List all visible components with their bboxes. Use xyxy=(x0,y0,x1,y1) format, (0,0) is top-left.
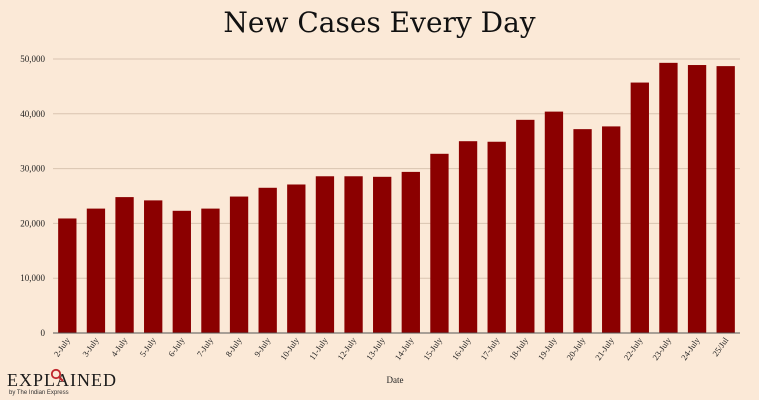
x-tick-label: 25/Jul xyxy=(710,335,730,358)
x-tick-label: 18-July xyxy=(507,335,530,362)
x-tick-label: 17-July xyxy=(479,335,502,362)
x-tick-label: 3-July xyxy=(80,335,101,359)
x-tick-label: 22-July xyxy=(622,335,645,362)
bar-3-july xyxy=(86,208,106,333)
bar-19-july xyxy=(544,111,564,333)
x-tick-label: 13-July xyxy=(364,335,387,362)
x-axis-ticks: 2-July 3-July 4-July 5-July 6-July 7-July 8-Ju… xyxy=(52,335,731,362)
y-tick-label: 10,000 xyxy=(20,273,45,283)
bar-24-july xyxy=(687,65,707,333)
x-tick-label: 9-July xyxy=(252,335,273,359)
bar-10-july xyxy=(287,184,306,333)
x-tick-label: 8-July xyxy=(223,335,244,359)
bar-21-july xyxy=(602,126,621,334)
logo-subtext: by The Indian Express xyxy=(9,390,69,396)
y-tick-label: 0 xyxy=(41,328,46,338)
bar-2-july xyxy=(58,218,77,333)
x-tick-label: 11-July xyxy=(307,335,330,362)
bar-9-july xyxy=(258,187,277,333)
y-tick-label: 50,000 xyxy=(20,54,45,64)
bar-20-july xyxy=(573,129,592,333)
y-axis-ticks: 0 10,000 20,000 30,000 40,000 50,000 xyxy=(20,54,45,338)
bar-25-jul xyxy=(716,66,735,334)
x-tick-label: 20-July xyxy=(564,335,587,362)
bar-16-july xyxy=(458,141,478,333)
x-tick-label: 10-July xyxy=(278,335,301,362)
bar-17-july xyxy=(487,141,506,333)
x-tick-label: 12-July xyxy=(335,335,358,362)
bar-6-july xyxy=(172,210,191,333)
bar-23-july xyxy=(659,62,678,334)
x-tick-label: 4-July xyxy=(109,335,130,359)
chart-title: New Cases Every Day xyxy=(223,6,536,39)
x-tick-label: 5-July xyxy=(137,335,158,359)
x-tick-label: 19-July xyxy=(536,335,559,362)
y-tick-label: 20,000 xyxy=(20,218,45,228)
x-tick-label: 7-July xyxy=(195,335,216,359)
bar-12-july xyxy=(344,176,363,333)
x-tick-label: 15-July xyxy=(421,335,444,362)
x-tick-label: 14-July xyxy=(393,335,416,362)
explained-logo: EXPLAINED by The Indian Express xyxy=(7,368,116,400)
bar-14-july xyxy=(401,171,420,333)
x-tick-label: 21-July xyxy=(593,335,616,362)
x-tick-label: 24-July xyxy=(679,335,702,362)
bars xyxy=(58,62,735,334)
x-tick-label: 16-July xyxy=(450,335,473,362)
x-tick-label: 23-July xyxy=(650,335,673,362)
bar-22-july xyxy=(630,82,649,333)
x-axis-label: Date xyxy=(386,375,404,385)
y-tick-label: 40,000 xyxy=(20,109,45,119)
bar-11-july xyxy=(315,176,335,333)
bar-15-july xyxy=(430,153,449,333)
magnifier-icon xyxy=(50,368,64,382)
bar-13-july xyxy=(373,176,392,333)
bar-5-july xyxy=(144,200,163,333)
bar-18-july xyxy=(516,119,535,333)
bar-8-july xyxy=(229,196,249,333)
bar-4-july xyxy=(115,197,134,333)
bar-7-july xyxy=(201,208,220,333)
y-tick-label: 30,000 xyxy=(20,164,45,174)
x-tick-label: 6-July xyxy=(166,335,187,359)
x-tick-label: 2-July xyxy=(52,335,73,359)
